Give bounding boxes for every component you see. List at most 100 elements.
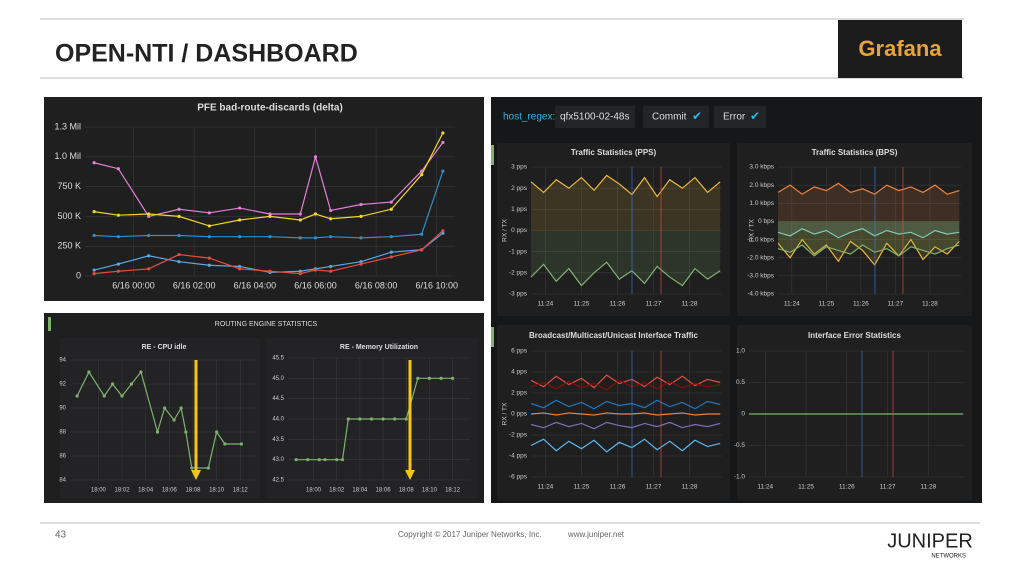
data-point: [393, 417, 397, 421]
data-point: [358, 417, 362, 421]
data-point: [313, 212, 318, 216]
x-tick-label: 18:04: [138, 488, 154, 494]
data-point: [268, 235, 272, 239]
y-tick-label: 84: [59, 478, 66, 484]
data-point: [441, 140, 445, 145]
x-tick-label: 11:24: [538, 301, 554, 308]
data-point: [329, 264, 333, 269]
x-tick-label: 18:02: [115, 488, 131, 494]
data-point: [177, 252, 181, 257]
x-tick-label: 6/16 08:00: [355, 280, 398, 290]
data-point: [147, 212, 151, 216]
y-tick-label: 45.0: [272, 376, 284, 382]
series-line: [94, 132, 444, 227]
data-point: [239, 442, 244, 446]
x-tick-label: 18:12: [445, 488, 461, 494]
toggle[interactable]: [643, 106, 709, 128]
data-point: [389, 235, 393, 239]
data-point: [329, 208, 333, 213]
data-point: [116, 235, 120, 239]
copyright: Copyright © 2017 Juniper Networks, Inc.: [398, 530, 542, 539]
data-point: [268, 214, 272, 218]
y-axis-label: RX / TX: [502, 219, 509, 242]
data-point: [116, 167, 120, 171]
y-tick-label: -4.0 kbps: [747, 291, 774, 298]
data-point: [184, 430, 188, 434]
x-tick-label: 11:25: [798, 484, 814, 491]
data-point: [389, 250, 393, 254]
y-tick-label: 94: [59, 358, 66, 364]
data-point: [147, 254, 151, 258]
series-line: [530, 379, 721, 391]
y-tick-label: 43.0: [272, 457, 284, 463]
data-point: [129, 382, 134, 386]
series-line: [93, 142, 444, 218]
data-point: [298, 272, 302, 276]
data-point: [441, 169, 445, 173]
toggle[interactable]: [714, 106, 766, 128]
data-point: [172, 418, 176, 422]
x-tick-label: 6/16 02:00: [173, 280, 216, 290]
data-point: [92, 272, 96, 276]
series-line: [530, 399, 721, 410]
y-tick-label: 1.0 Mil: [54, 151, 81, 161]
y-tick-label: 3.0 kbps: [749, 164, 774, 171]
series-line: [94, 170, 444, 239]
y-tick-label: -2.0 kbps: [747, 254, 774, 261]
y-tick-label: 250 K: [57, 241, 81, 251]
y-tick-label: 43.5: [272, 437, 284, 443]
data-point: [238, 218, 242, 222]
toggle-label[interactable]: Error: [723, 112, 746, 123]
x-tick-label: 18:06: [376, 488, 392, 494]
data-point: [238, 206, 242, 210]
grafana-logo: [838, 20, 962, 78]
series-line: [530, 374, 721, 389]
filter-box[interactable]: [555, 106, 635, 128]
y-tick-label: -2 pps: [509, 432, 528, 439]
x-tick-label: 11:25: [574, 301, 590, 308]
data-point: [177, 214, 181, 218]
y-tick-label: 44.5: [272, 396, 284, 402]
x-tick-label: 18:10: [209, 488, 225, 494]
y-tick-label: 1.3 Mil: [54, 121, 81, 131]
chart-title: Interface Error Statistics: [808, 331, 901, 340]
y-tick-label: 1 pps: [511, 206, 528, 213]
brand: JUNIPER: [887, 530, 973, 552]
data-point: [404, 417, 408, 421]
row-marker: [491, 145, 494, 165]
annotation-arrow-head: [405, 470, 415, 480]
panel: [60, 338, 260, 498]
data-point: [340, 458, 345, 462]
data-point: [207, 235, 211, 239]
x-tick-label: 6/16 06:00: [294, 280, 337, 290]
data-point: [441, 229, 445, 233]
chart-title: Traffic Statistics (BPS): [812, 148, 898, 157]
y-axis-label: RX / TX: [749, 219, 756, 242]
filter-value[interactable]: qfx5100-02-48s: [560, 112, 630, 123]
panel: [497, 143, 730, 316]
series-area: [531, 175, 721, 231]
toggle-label[interactable]: Commit: [652, 112, 687, 123]
data-point: [177, 207, 181, 211]
y-tick-label: -4 pps: [509, 453, 528, 460]
y-tick-label: 88: [59, 430, 66, 436]
y-tick-label: -3.0 kbps: [747, 273, 774, 280]
chart-title: Traffic Statistics (PPS): [571, 148, 657, 157]
series-line: [777, 182, 960, 195]
data-point: [335, 458, 339, 462]
series-line: [530, 261, 721, 287]
y-tick-label: 0 pps: [511, 227, 528, 234]
data-point: [190, 466, 194, 470]
x-tick-label: 18:08: [399, 488, 415, 494]
x-tick-label: 11:27: [880, 484, 896, 491]
data-point: [389, 255, 393, 259]
x-tick-label: 11:26: [853, 301, 869, 308]
y-tick-label: 2 pps: [511, 390, 528, 397]
data-point: [441, 231, 445, 235]
data-point: [268, 212, 272, 216]
y-tick-label: -1 pps: [509, 248, 528, 255]
y-tick-label: -1.0: [734, 474, 746, 481]
y-tick-label: 0 bps: [758, 218, 775, 225]
data-point: [215, 430, 219, 434]
